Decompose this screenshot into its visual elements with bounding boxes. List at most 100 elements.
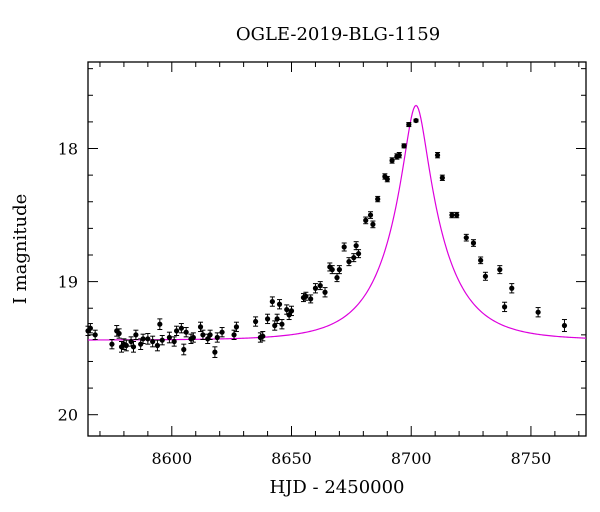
point-marker — [497, 267, 503, 273]
point-marker — [375, 196, 381, 202]
point-marker — [288, 308, 295, 314]
data-point — [341, 242, 347, 252]
point-marker — [166, 334, 173, 341]
point-marker — [389, 157, 395, 164]
point-marker — [346, 259, 352, 265]
data-point — [214, 332, 220, 343]
point-marker — [353, 243, 359, 249]
data-point — [308, 294, 314, 304]
point-marker — [205, 336, 211, 342]
point-marker — [140, 336, 146, 342]
data-point — [312, 283, 319, 294]
data-point — [159, 335, 165, 346]
data-point — [190, 332, 196, 343]
point-marker — [312, 285, 319, 291]
point-marker — [154, 342, 161, 349]
y-tick-label: 20 — [58, 406, 78, 425]
point-marker — [231, 332, 237, 338]
data-point — [389, 157, 395, 164]
data-point — [173, 325, 180, 337]
data-point — [303, 291, 309, 301]
data-point — [396, 152, 402, 159]
point-marker — [92, 332, 98, 338]
point-marker — [329, 267, 335, 273]
point-marker — [454, 212, 460, 218]
x-axis-label: HJD - 2450000 — [269, 477, 404, 498]
point-marker — [279, 321, 285, 327]
data-point — [439, 174, 445, 181]
point-marker — [212, 349, 218, 355]
data-point — [401, 143, 407, 149]
point-marker — [501, 304, 508, 310]
data-point — [260, 331, 266, 342]
point-marker — [178, 325, 184, 331]
data-point — [212, 346, 218, 358]
point-marker — [123, 342, 129, 349]
data-point — [150, 335, 156, 348]
point-marker — [181, 346, 187, 353]
point-marker — [509, 285, 515, 291]
point-marker — [252, 318, 259, 325]
point-marker — [363, 217, 369, 223]
data-point — [478, 256, 484, 265]
point-marker — [355, 251, 362, 257]
data-point — [367, 211, 374, 219]
point-marker — [463, 235, 469, 241]
point-marker — [173, 328, 180, 334]
data-point — [123, 339, 129, 352]
data-point — [470, 239, 477, 247]
point-marker — [171, 338, 177, 345]
data-point — [200, 329, 206, 341]
y-axis-label: I magnitude — [10, 194, 31, 305]
y-tick-label: 18 — [58, 140, 78, 159]
point-marker — [401, 143, 407, 149]
data-point — [272, 320, 278, 331]
point-marker — [219, 329, 225, 335]
data-point — [219, 327, 225, 338]
point-marker — [470, 240, 477, 246]
point-marker — [269, 298, 275, 305]
data-point — [264, 313, 271, 325]
data-point — [501, 301, 508, 313]
point-marker — [133, 332, 139, 338]
data-point — [87, 323, 93, 334]
data-point — [561, 319, 568, 333]
data-point — [140, 333, 146, 344]
point-marker — [370, 221, 376, 227]
data-point — [355, 249, 362, 259]
point-marker — [274, 316, 280, 322]
point-marker — [434, 152, 441, 158]
data-point — [353, 241, 359, 251]
point-marker — [207, 332, 213, 338]
point-marker — [482, 273, 489, 279]
data-point — [166, 331, 173, 344]
point-marker — [286, 312, 292, 318]
point-marker — [334, 275, 340, 281]
data-point — [384, 175, 390, 183]
y-tick-label: 19 — [58, 273, 78, 292]
data-point — [334, 273, 340, 283]
data-point — [413, 117, 419, 124]
point-marker — [130, 344, 137, 350]
axis-tick-labels: 8600 8650 8700 8750 18 19 20 — [58, 140, 552, 468]
point-marker — [200, 332, 206, 338]
data-point — [535, 307, 541, 318]
data-point — [274, 313, 280, 325]
data-point — [109, 339, 115, 350]
data-point — [183, 327, 189, 338]
data-point — [463, 233, 469, 242]
data-point — [434, 152, 441, 159]
data-point — [269, 296, 275, 307]
data-point — [449, 211, 455, 219]
point-marker — [276, 301, 283, 307]
point-marker — [384, 176, 390, 182]
point-marker — [159, 337, 165, 343]
point-marker — [264, 316, 271, 322]
point-marker — [367, 212, 374, 218]
chart-title: OGLE-2019-BLG-1159 — [236, 24, 440, 45]
data-point — [351, 253, 357, 263]
data-point — [363, 216, 369, 225]
point-marker — [413, 117, 419, 124]
point-marker — [478, 257, 484, 263]
